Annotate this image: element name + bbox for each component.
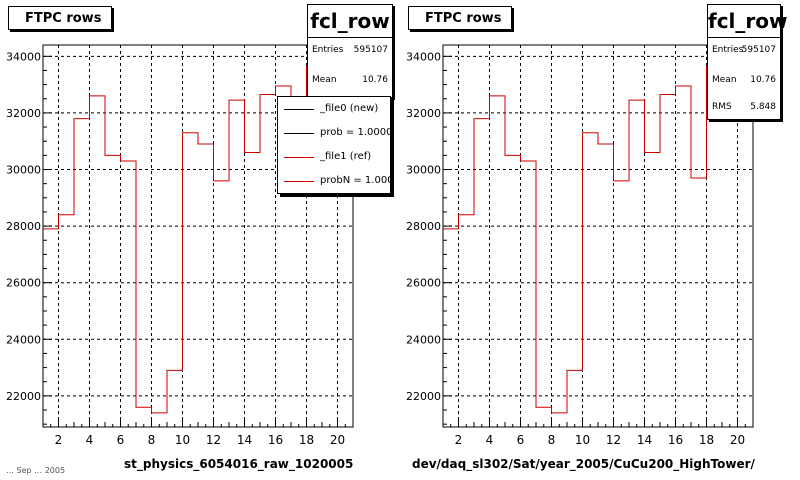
x-tick-label: 8 — [148, 433, 156, 447]
y-tick-label: 24000 — [6, 333, 41, 346]
x-tick-label: 20 — [330, 433, 345, 447]
legend-entry-probn: probN = 1.000000 — [278, 169, 390, 193]
stats-name: fcl_row — [708, 5, 788, 38]
histogram-series-line — [443, 65, 753, 414]
histogram-title-left: FTPC rows — [8, 6, 112, 30]
x-tick-label: 14 — [237, 433, 252, 447]
timestamp-text: … Sep … 2005 — [6, 466, 66, 475]
y-tick-label: 26000 — [6, 277, 41, 290]
x-tick-label: 6 — [517, 433, 525, 447]
x-tick-label: 12 — [606, 433, 621, 447]
x-tick-label: 18 — [699, 433, 714, 447]
legend-entry-file0: _file0 (new) — [278, 97, 390, 121]
y-tick-label: 28000 — [406, 220, 441, 233]
x-tick-label: 16 — [268, 433, 283, 447]
x-tick-label: 10 — [575, 433, 590, 447]
x-tick-label: 2 — [55, 433, 63, 447]
y-tick-label: 28000 — [6, 220, 41, 233]
stats-box-left: fcl_row Entries 595107 Mean 10.76 — [307, 4, 393, 98]
y-tick-label: 22000 — [6, 390, 41, 403]
y-tick-label: 30000 — [406, 164, 441, 177]
x-tick-label: 14 — [637, 433, 652, 447]
stats-box-right: fcl_row Entries 595107 Mean 10.76 RMS 5.848 — [707, 4, 788, 120]
x-tick-label: 4 — [486, 433, 494, 447]
x-tick-label: 8 — [548, 433, 556, 447]
y-tick-label: 32000 — [6, 107, 41, 120]
stats-name: fcl_row — [308, 5, 392, 38]
x-axis-title-left: st_physics_6054016_raw_1020005 — [124, 457, 354, 471]
y-tick-label: 22000 — [406, 390, 441, 403]
y-tick-label: 30000 — [6, 164, 41, 177]
y-tick-label: 32000 — [406, 107, 441, 120]
x-tick-label: 4 — [86, 433, 94, 447]
x-tick-label: 6 — [117, 433, 125, 447]
y-tick-label: 34000 — [406, 50, 441, 63]
y-tick-label: 24000 — [406, 333, 441, 346]
x-tick-label: 20 — [730, 433, 745, 447]
x-tick-label: 12 — [206, 433, 221, 447]
legend-entry-file1: _file1 (ref) — [278, 145, 390, 169]
x-tick-label: 10 — [175, 433, 190, 447]
y-tick-label: 34000 — [6, 50, 41, 63]
x-tick-label: 16 — [668, 433, 683, 447]
histogram-title-right: FTPC rows — [408, 6, 512, 30]
x-tick-label: 2 — [455, 433, 463, 447]
legend-left: _file0 (new) prob = 1.000000 _file1 (ref… — [277, 96, 391, 194]
legend-entry-prob: prob = 1.000000 — [278, 121, 390, 145]
y-tick-label: 26000 — [406, 277, 441, 290]
x-axis-title-right: dev/daq_sl302/Sat/year_2005/CuCu200_High… — [412, 457, 755, 471]
x-tick-label: 18 — [299, 433, 314, 447]
